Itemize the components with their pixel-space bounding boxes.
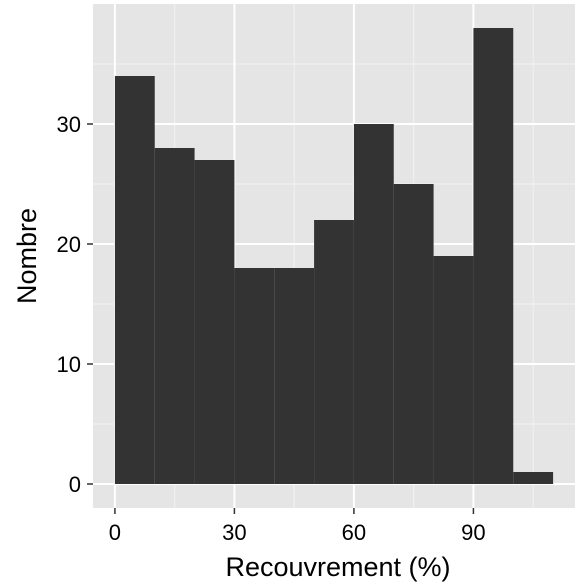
histogram-bar [194,160,235,484]
histogram-bar [114,76,155,484]
y-axis-title: Nombre [12,208,42,304]
y-tick-label: 20 [57,232,81,257]
x-tick-label: 30 [222,520,246,545]
x-axis-title: Recouvrement (%) [225,552,450,582]
x-tick-label: 60 [342,520,366,545]
y-tick-label: 0 [69,472,81,497]
histogram-bar [274,268,315,484]
y-tick-label: 10 [57,352,81,377]
histogram-bar [234,268,275,484]
y-tick-label: 30 [57,112,81,137]
histogram-bar [473,28,514,484]
histogram-bars [114,28,554,484]
histogram-bar [314,220,354,484]
x-axis: 0 30 60 90 [109,508,486,545]
histogram-bar [513,472,554,484]
histogram-bar [154,148,195,484]
x-tick-label: 90 [461,520,485,545]
histogram-bar [353,124,394,484]
y-axis: 0 10 20 30 [57,112,93,497]
x-tick-label: 0 [109,520,121,545]
histogram-bar [433,256,474,484]
histogram-bar [393,184,434,484]
